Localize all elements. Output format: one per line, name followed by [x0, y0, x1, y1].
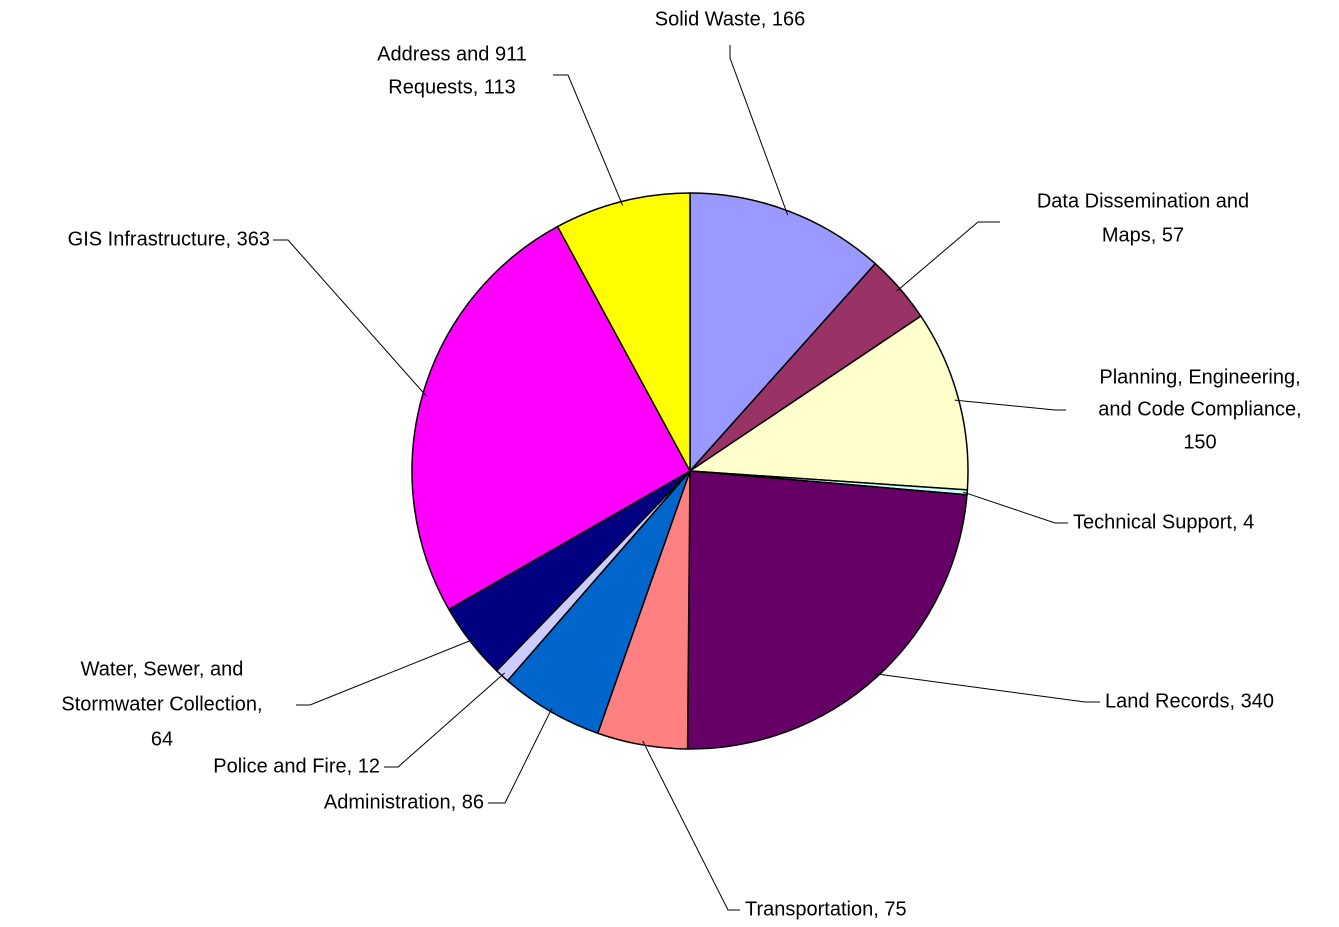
data-label: and Code Compliance,: [1098, 398, 1301, 420]
data-label: Stormwater Collection,: [61, 693, 262, 715]
leader-line: [553, 74, 624, 206]
data-label: Maps, 57: [1102, 224, 1184, 246]
data-label: 64: [151, 728, 173, 750]
data-label: Solid Waste, 166: [655, 8, 805, 30]
data-label: Land Records, 340: [1105, 690, 1274, 712]
leader-line: [642, 740, 740, 911]
pie-slice: [556, 192, 691, 472]
data-label: 150: [1183, 431, 1216, 453]
leader-line: [384, 672, 506, 768]
pie-slice: [686, 470, 968, 750]
leader-line: [963, 491, 1068, 524]
data-label: GIS Infrastructure, 363: [68, 228, 270, 250]
data-label: Administration, 86: [324, 791, 484, 813]
leader-line: [896, 221, 1000, 292]
leader-line: [954, 399, 1066, 411]
data-label: Address and 911: [377, 43, 527, 65]
data-label: Requests, 113: [388, 76, 516, 98]
pie-slice: [689, 192, 877, 473]
data-label: Police and Fire, 12: [213, 755, 380, 777]
data-label: Technical Support, 4: [1073, 511, 1254, 533]
data-label: Water, Sewer, and: [81, 658, 244, 680]
data-label: Data Dissemination and: [1037, 190, 1249, 212]
leader-line: [296, 638, 474, 706]
data-label: Transportation, 75: [745, 898, 907, 920]
pie-slice: [687, 315, 969, 491]
pie-slice: [411, 225, 692, 611]
data-label: Planning, Engineering,: [1099, 366, 1300, 388]
leader-line: [273, 239, 427, 397]
leader-line: [874, 673, 1100, 703]
leader-line: [488, 707, 553, 804]
leader-line: [729, 45, 789, 216]
